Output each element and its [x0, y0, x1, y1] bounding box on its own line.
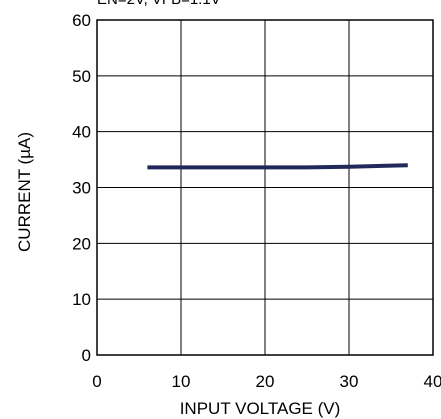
- x-axis-label: INPUT VOLTAGE (V): [180, 399, 341, 418]
- y-tick-label: 0: [82, 346, 91, 365]
- x-tick-label: 30: [340, 372, 359, 391]
- grid: [97, 20, 433, 355]
- y-tick-label: 30: [72, 179, 91, 198]
- x-tick-label: 20: [256, 372, 275, 391]
- x-tick-label: 10: [172, 372, 191, 391]
- y-tick-label: 60: [72, 11, 91, 30]
- x-tick-label: 40: [424, 372, 441, 391]
- x-tick-labels: 0 10 20 30 40: [92, 372, 441, 391]
- x-tick-label: 0: [92, 372, 101, 391]
- y-tick-label: 40: [72, 123, 91, 142]
- y-tick-label: 50: [72, 67, 91, 86]
- y-tick-label: 10: [72, 290, 91, 309]
- chart-caption: EN=2V, VFB=1.1V: [97, 0, 221, 8]
- y-tick-label: 20: [72, 234, 91, 253]
- y-axis-label: CURRENT (µA): [15, 132, 34, 252]
- plot-frame: [96, 19, 434, 356]
- series-lines: [147, 163, 408, 170]
- series-line: [147, 163, 408, 170]
- y-tick-labels: 0 10 20 30 40 50 60: [72, 11, 91, 365]
